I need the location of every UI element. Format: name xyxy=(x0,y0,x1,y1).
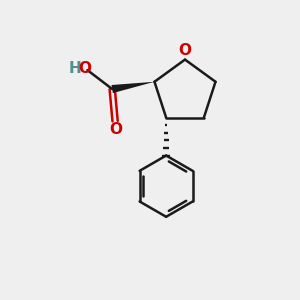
Text: O: O xyxy=(79,61,92,76)
Text: H: H xyxy=(69,61,82,76)
Text: O: O xyxy=(109,122,122,137)
Text: O: O xyxy=(178,43,191,58)
Polygon shape xyxy=(112,82,154,93)
